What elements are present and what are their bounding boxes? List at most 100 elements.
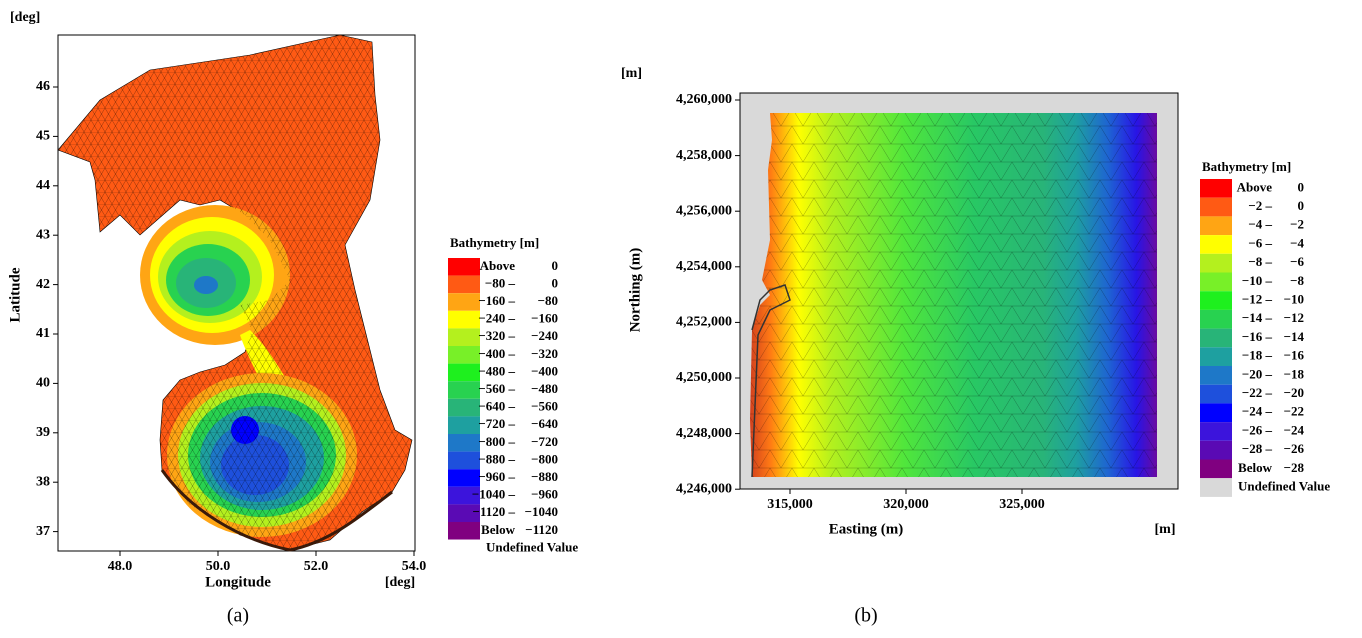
legend-from: Below: [1238, 460, 1273, 475]
legend-from: Above: [480, 258, 516, 273]
legend-swatch: [1200, 460, 1232, 479]
legend-swatch: [448, 346, 480, 364]
y-tick-label: 43: [36, 227, 50, 242]
x-tick-label: 48.0: [108, 559, 133, 574]
x-unit: [m]: [1155, 522, 1176, 537]
legend-from: −1040 –: [472, 487, 516, 502]
legend-to: −20: [1284, 385, 1304, 400]
legend-swatch: [1200, 403, 1232, 422]
mesh: [750, 113, 1157, 477]
legend-swatch: [1200, 198, 1232, 217]
legend-from: −16 –: [1242, 329, 1273, 344]
legend-swatch: [448, 328, 480, 346]
y-tick-label: 4,246,000: [676, 481, 732, 496]
y-tick-label: 37: [36, 524, 50, 539]
legend-to: −560: [531, 399, 558, 414]
legend-swatch: [1200, 179, 1232, 198]
legend-title: Bathymetry [m]: [450, 235, 539, 250]
legend-from: −240 –: [478, 311, 515, 326]
legend-swatch: [1200, 310, 1232, 329]
legend-to: −240: [531, 328, 558, 343]
y-tick-label: 44: [36, 178, 50, 193]
legend-from: −480 –: [478, 363, 515, 378]
x-tick-label: 315,000: [767, 497, 813, 512]
legend-to: −16: [1284, 348, 1305, 363]
y-tick-label: 42: [36, 277, 50, 292]
legend-to: −18: [1284, 366, 1305, 381]
legend-undefined: Undefined Value: [1238, 479, 1330, 494]
legend-to: −24: [1284, 422, 1305, 437]
y-tick-label: 41: [36, 326, 50, 341]
y-tick-label: 4,250,000: [676, 370, 732, 385]
x-tick-label: 54.0: [402, 559, 427, 574]
legend-swatch: [1200, 441, 1232, 460]
legend-swatch: [1200, 235, 1232, 254]
legend-to: −80: [538, 293, 558, 308]
legend-from: −8 –: [1248, 254, 1272, 269]
legend-from: −28 –: [1242, 441, 1273, 456]
legend-to: −12: [1284, 310, 1304, 325]
legend-from: −1120 –: [473, 504, 516, 519]
y-tick-label: 46: [36, 79, 50, 94]
legend-to: −4: [1290, 235, 1304, 250]
legend-from: −320 –: [478, 328, 515, 343]
legend-from: −720 –: [478, 416, 515, 431]
legend-from: −560 –: [478, 381, 515, 396]
y-tick-label: 39: [36, 425, 50, 440]
legend-to: −2: [1290, 217, 1304, 232]
x-tick-label: 50.0: [206, 559, 231, 574]
y-tick-label: 38: [36, 474, 50, 489]
legend-from: −880 –: [478, 451, 515, 466]
legend-undefined: Undefined Value: [486, 539, 578, 554]
legend-swatch: [1200, 385, 1232, 404]
y-tick-label: 4,258,000: [676, 148, 732, 163]
legend-swatch: [448, 399, 480, 417]
figure: 4645444342414039383748.050.052.054.0[deg…: [0, 0, 1362, 633]
legend-swatch: [1200, 329, 1232, 348]
legend-to: −160: [531, 311, 558, 326]
legend-to: −8: [1290, 273, 1304, 288]
legend-to: −1120: [525, 522, 558, 537]
x-unit: [deg]: [385, 575, 415, 590]
legend-from: −24 –: [1242, 404, 1273, 419]
legend-from: −960 –: [478, 469, 515, 484]
legend-from: −14 –: [1242, 310, 1273, 325]
y-tick-label: 4,260,000: [676, 92, 732, 107]
legend-swatch: [1200, 291, 1232, 310]
y-axis-label: Northing (m): [627, 248, 643, 333]
legend-swatch: [448, 258, 480, 276]
legend-swatch: [448, 276, 480, 294]
legend-swatch: [1200, 366, 1232, 385]
caption: (b): [854, 605, 877, 627]
legend-to: 0: [552, 258, 559, 273]
legend-swatch: [448, 452, 480, 470]
y-unit: [deg]: [10, 10, 40, 25]
y-tick-label: 4,248,000: [676, 426, 732, 441]
legend-to: −400: [531, 363, 558, 378]
legend-swatch: [448, 540, 480, 558]
legend-from: −20 –: [1242, 366, 1273, 381]
x-tick-label: 320,000: [883, 497, 929, 512]
y-tick-label: 4,254,000: [676, 259, 732, 274]
page: {"panels": [ {"y_unit": "[deg]", "y_labe…: [0, 0, 1362, 633]
y-axis-label: Latitude: [7, 267, 23, 322]
legend-swatch: [1200, 273, 1232, 292]
legend-to: 0: [1298, 179, 1305, 194]
legend-from: −6 –: [1248, 235, 1272, 250]
legend-to: −640: [531, 416, 558, 431]
legend-swatch: [448, 293, 480, 311]
y-unit: [m]: [621, 66, 642, 81]
legend-swatch: [1200, 478, 1232, 497]
legend-to: −720: [531, 434, 558, 449]
legend-to: −26: [1284, 441, 1305, 456]
legend-from: −640 –: [478, 399, 515, 414]
legend-swatch: [448, 364, 480, 382]
legend-to: −880: [531, 469, 558, 484]
legend-swatch: [448, 381, 480, 399]
legend-to: −960: [531, 487, 558, 502]
legend-swatch: [1200, 347, 1232, 366]
legend-to: −480: [531, 381, 558, 396]
legend-from: −800 –: [478, 434, 515, 449]
y-tick-label: 4,252,000: [676, 315, 732, 330]
caption: (a): [227, 605, 249, 627]
